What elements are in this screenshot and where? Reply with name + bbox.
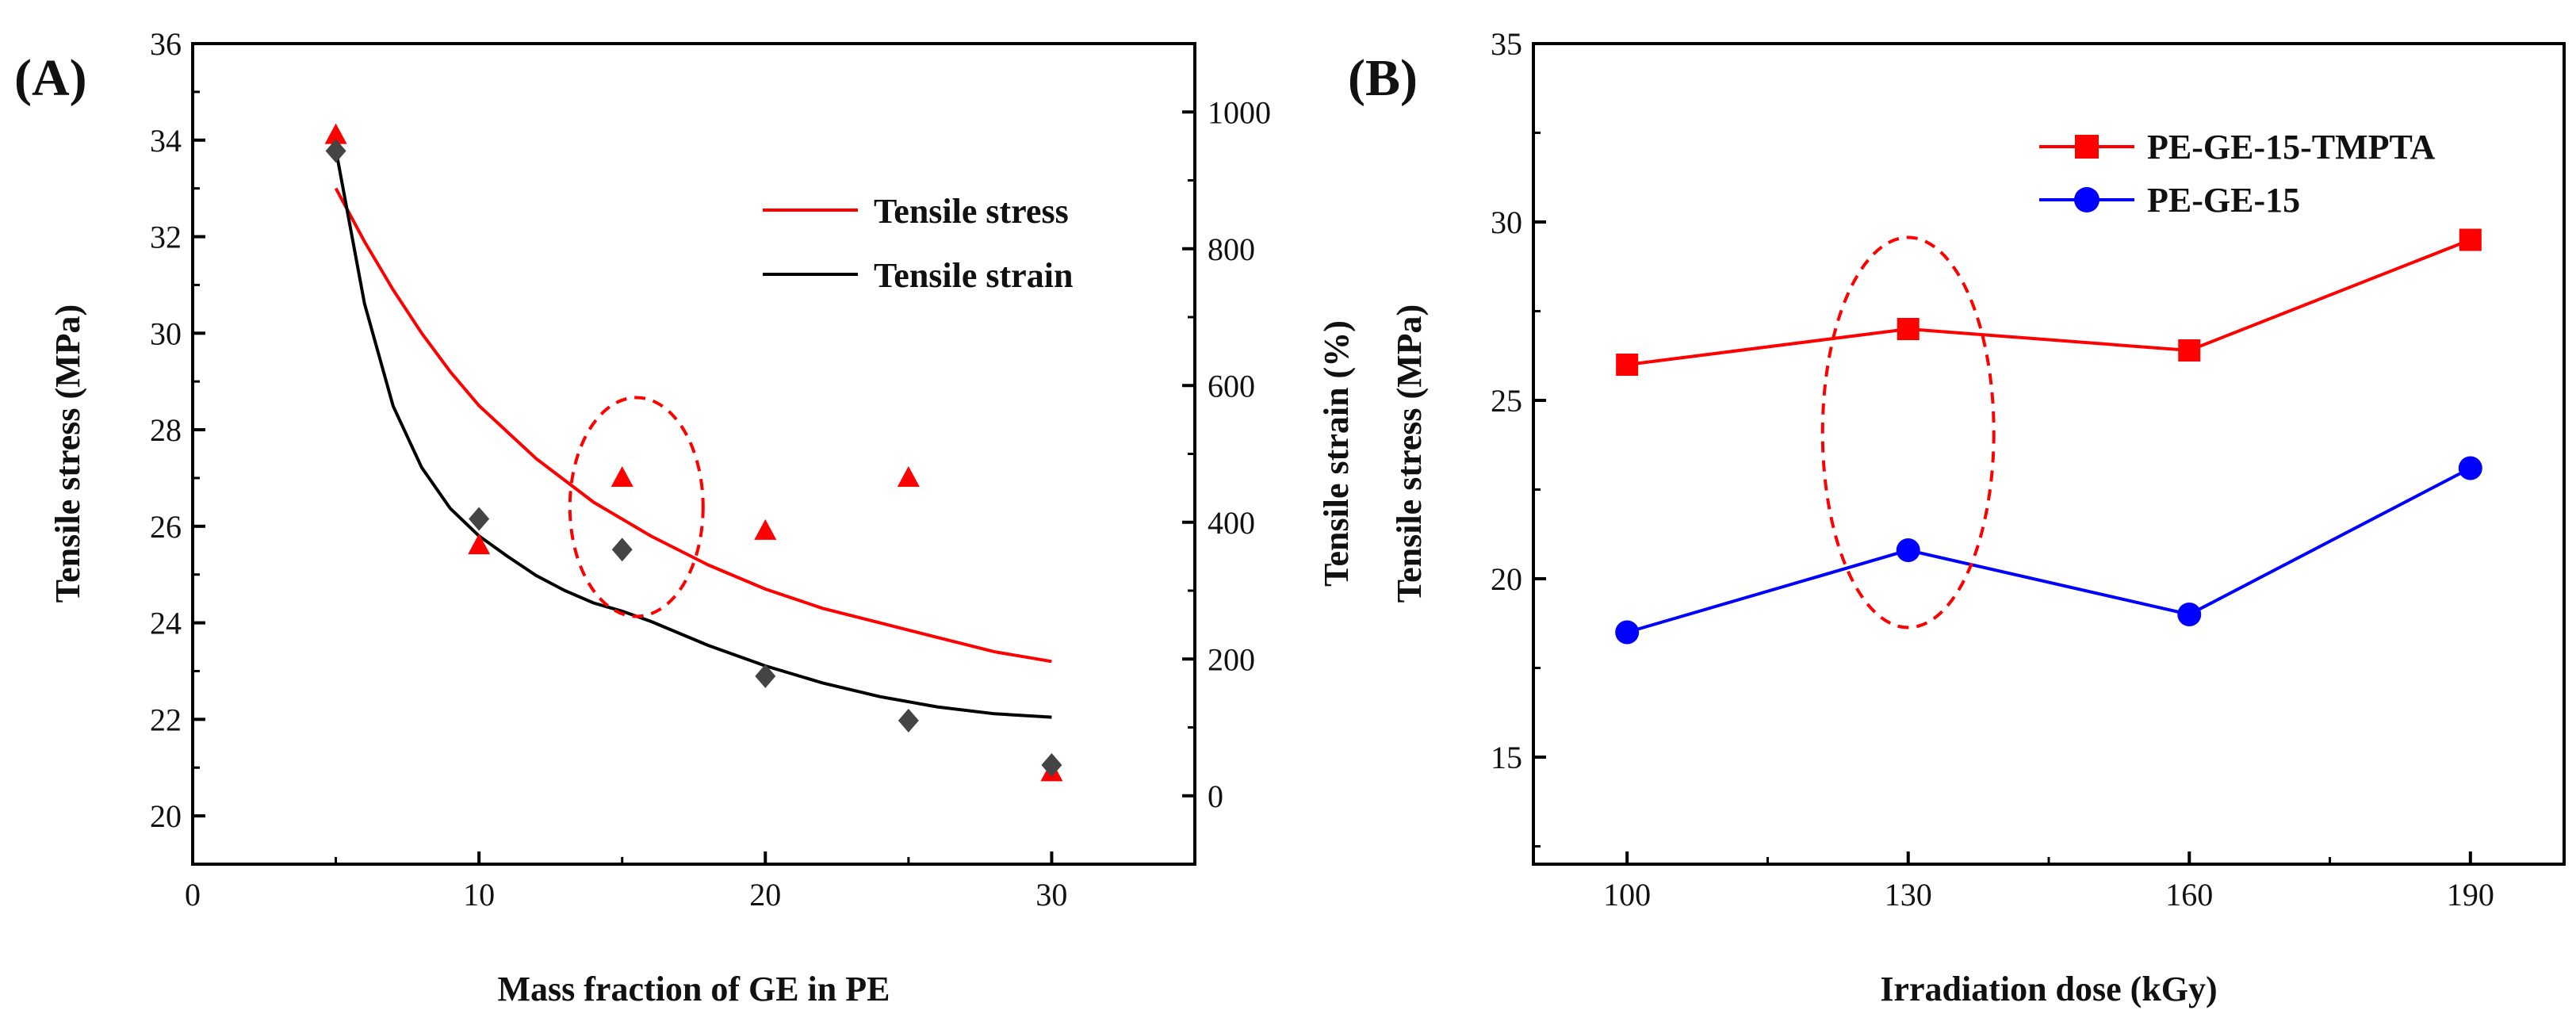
tensile-stress-point <box>611 465 633 487</box>
pe-ge-15-point <box>1896 538 1920 562</box>
y-tick-label: 30 <box>1491 205 1522 240</box>
legend-label-pe-ge-15: PE-GE-15 <box>2147 181 2300 220</box>
y-tick-label: 30 <box>150 316 182 351</box>
tensile-strain-point <box>1041 752 1062 777</box>
x-tick-label: 100 <box>1603 877 1651 913</box>
legend-label-tensile-stress: Tensile stress <box>874 192 1069 231</box>
y2-tick-label: 400 <box>1208 505 1255 541</box>
y-tick-label: 28 <box>150 412 182 448</box>
legend-marker-pe-ge-15 <box>2074 187 2099 212</box>
y-tick-label: 20 <box>150 798 182 834</box>
panel-b-data-points <box>1615 228 2482 645</box>
tensile-strain-point <box>898 708 919 733</box>
panel-a-x-axis-ticks: 0 10 20 30 <box>185 851 1067 913</box>
tensile-strain-point <box>611 538 633 562</box>
y-tick-label: 20 <box>1491 561 1522 597</box>
y-tick-label: 32 <box>150 220 182 255</box>
y-tick-label: 15 <box>1491 740 1522 775</box>
panel-b-label: (B) <box>1348 49 1418 107</box>
y2-tick-label: 1000 <box>1208 94 1271 130</box>
x-tick-label: 0 <box>185 877 201 913</box>
tensile-strain-fit-curve <box>334 149 1052 719</box>
y-tick-label: 26 <box>150 509 182 545</box>
x-tick-label: 160 <box>2165 877 2213 913</box>
panel-a-legend: Tensile stress Tensile strain <box>763 192 1073 295</box>
legend-label-pe-ge-15-tmpta: PE-GE-15-TMPTA <box>2147 128 2436 166</box>
panel-b-y-axis-ticks: 15 20 25 30 35 <box>1491 26 1546 848</box>
x-tick-label: 190 <box>2447 877 2494 913</box>
y-tick-label: 25 <box>1491 383 1522 419</box>
x-tick-label: 10 <box>463 877 495 913</box>
panel-b-plot-frame <box>1532 42 2566 866</box>
panel-a-y2-axis-ticks: 0 200 400 600 800 1000 <box>1182 94 1271 814</box>
panel-a-plot-frame <box>191 42 1196 866</box>
y-tick-label: 36 <box>150 26 182 62</box>
x-tick-label: 20 <box>749 877 781 913</box>
pe-ge-15-tmpta-point <box>1897 318 1920 340</box>
panel-b-highlight-ellipse <box>1820 235 1996 629</box>
panel-b-x-axis-label: Irradiation dose (kGy) <box>1880 970 2217 1008</box>
pe-ge-15-tmpta-line <box>1626 238 2471 366</box>
pe-ge-15-line <box>1626 466 2471 634</box>
y-tick-label: 35 <box>1491 26 1522 62</box>
panel-a-fit-curves <box>334 149 1052 719</box>
pe-ge-15-tmpta-point <box>2459 228 2482 251</box>
y2-tick-label: 200 <box>1208 641 1255 677</box>
tensile-strain-point <box>755 664 776 688</box>
panel-a: (A) 0 10 20 30 20 22 24 26 28 30 32 34 36 0 200 400 60… <box>14 26 1356 1008</box>
panel-b-series-lines <box>1626 238 2471 634</box>
pe-ge-15-point <box>1615 620 1640 645</box>
panel-a-y-axis-label: Tensile stress (MPa) <box>48 304 87 603</box>
pe-ge-15-tmpta-point <box>1616 354 1639 376</box>
x-tick-label: 30 <box>1035 877 1067 913</box>
panel-a-highlight-ellipse <box>568 396 705 618</box>
tensile-stress-fit-curve <box>334 187 1052 664</box>
panel-a-y2-axis-label: Tensile strain (%) <box>1317 320 1356 587</box>
y-tick-label: 34 <box>150 123 182 159</box>
legend-marker-pe-ge-15-tmpta <box>2075 135 2099 159</box>
y2-tick-label: 800 <box>1208 231 1255 267</box>
panel-a-label: (A) <box>14 49 87 107</box>
legend-label-tensile-strain: Tensile strain <box>874 256 1073 295</box>
tensile-stress-point <box>897 465 920 487</box>
panel-a-x-axis-label: Mass fraction of GE in PE <box>498 970 890 1008</box>
pe-ge-15-point <box>2458 456 2482 480</box>
tensile-stress-point <box>468 534 491 555</box>
pe-ge-15-point <box>2177 603 2202 626</box>
panel-b-x-axis-ticks: 100 130 160 190 <box>1603 851 2494 913</box>
panel-b-y-axis-label: Tensile stress (MPa) <box>1390 304 1429 603</box>
x-tick-label: 130 <box>1885 877 1932 913</box>
y-tick-label: 24 <box>150 606 182 641</box>
panel-a-y-axis-ticks: 20 22 24 26 28 30 32 34 36 <box>150 26 205 834</box>
tensile-strain-point <box>469 507 490 531</box>
tensile-stress-point <box>754 518 777 540</box>
tensile-stress-point <box>324 123 347 144</box>
y-tick-label: 22 <box>150 702 182 737</box>
panel-b: (B) 100 130 160 190 15 20 25 30 35 PE-GE-15-TMP… <box>1348 26 2566 1008</box>
pe-ge-15-tmpta-point <box>2178 339 2201 362</box>
y2-tick-label: 0 <box>1208 779 1223 814</box>
y2-tick-label: 600 <box>1208 368 1255 404</box>
panel-b-legend: PE-GE-15-TMPTA PE-GE-15 <box>2039 128 2436 220</box>
panel-a-data-points <box>324 123 1063 782</box>
tensile-strain-point <box>325 139 346 163</box>
